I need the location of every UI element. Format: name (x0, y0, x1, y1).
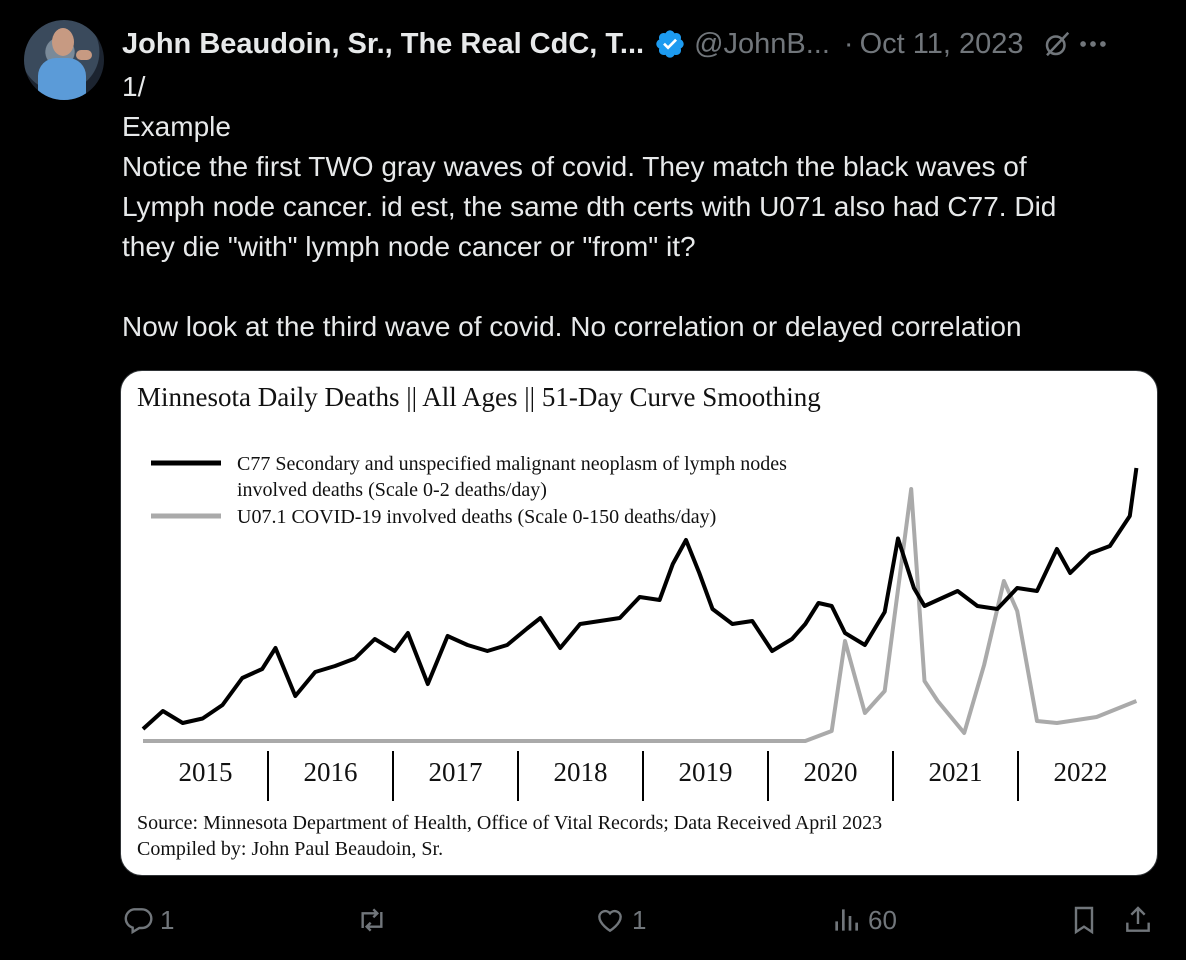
author-handle[interactable]: @JohnB... (694, 27, 830, 60)
views-icon (835, 909, 858, 931)
tweet-text-line: Now look at the third wave of covid. No … (122, 311, 1022, 342)
reply-button[interactable]: 1 (122, 896, 174, 944)
retweet-button[interactable] (356, 896, 394, 944)
x-tick-label: 2016 (304, 757, 358, 787)
x-tick-label: 2019 (679, 757, 733, 787)
share-button[interactable] (1122, 896, 1154, 944)
legend-label-c77-line2: involved deaths (Scale 0-2 deaths/day) (237, 479, 547, 501)
like-button[interactable]: 1 (594, 896, 646, 944)
tweet-header: John Beaudoin, Sr., The Real CdC, T... @… (122, 24, 1162, 64)
tweet-date[interactable]: Oct 11, 2023 (859, 27, 1024, 60)
tweet-media[interactable]: Minnesota Daily Deaths || All Ages || 51… (120, 370, 1158, 876)
x-tick-label: 2017 (429, 757, 483, 787)
series-line-0 (141, 467, 1139, 731)
x-tick-label: 2022 (1054, 757, 1108, 787)
grok-icon[interactable] (1042, 29, 1072, 59)
more-icon[interactable] (1076, 27, 1110, 61)
avatar[interactable] (24, 20, 104, 100)
avatar-shirt (38, 58, 86, 100)
like-count: 1 (632, 904, 647, 935)
x-tick-label: 2020 (804, 757, 858, 787)
action-bar: 1 1 60 (122, 896, 1162, 944)
bookmark-icon (1074, 906, 1094, 935)
like-icon (598, 909, 622, 933)
retweet-icon (361, 908, 383, 932)
avatar-head (52, 28, 74, 56)
series-line-1 (143, 487, 1138, 743)
legend-label-c77: C77 Secondary and unspecified malignant … (237, 453, 787, 475)
separator-dot: · (843, 27, 854, 60)
reply-count: 1 (160, 904, 175, 935)
tweet-text-line: 1/ (122, 71, 146, 102)
chart: Minnesota Daily Deaths || All Ages || 51… (137, 382, 1139, 860)
bookmark-button[interactable] (1068, 896, 1100, 944)
tweet-text: 1/ Example Notice the first TWO gray wav… (122, 67, 1162, 347)
verified-badge-icon[interactable] (654, 28, 686, 60)
source-note: Source: Minnesota Department of Health, … (137, 812, 882, 834)
tweet-text-line: Notice the first TWO gray waves of covid… (122, 151, 1027, 182)
chart-title: Minnesota Daily Deaths || All Ages || 51… (137, 382, 821, 412)
x-tick-label: 2015 (179, 757, 233, 787)
x-tick-label: 2018 (554, 757, 608, 787)
tweet-text-line: Lymph node cancer. id est, the same dth … (122, 191, 1057, 222)
compiled-by-note: Compiled by: John Paul Beaudoin, Sr. (137, 838, 443, 860)
legend-label-covid: U07.1 COVID-19 involved deaths (Scale 0-… (237, 506, 716, 528)
author-name[interactable]: John Beaudoin, Sr., The Real CdC, T... (122, 27, 645, 60)
plot-area: 2015 2016 2017 2018 2019 2020 2021 2022 (141, 467, 1139, 801)
tweet-text-line: Example (122, 111, 231, 142)
views-count: 60 (868, 904, 897, 935)
reply-icon (124, 908, 153, 935)
tweet-text-blank-line (122, 267, 1162, 307)
x-tick-label: 2021 (929, 757, 983, 787)
tweet-text-line: they die "with" lymph node cancer or "fr… (122, 231, 696, 262)
share-icon (1126, 906, 1150, 932)
views-button[interactable]: 60 (830, 896, 897, 944)
avatar-arm (76, 50, 92, 60)
